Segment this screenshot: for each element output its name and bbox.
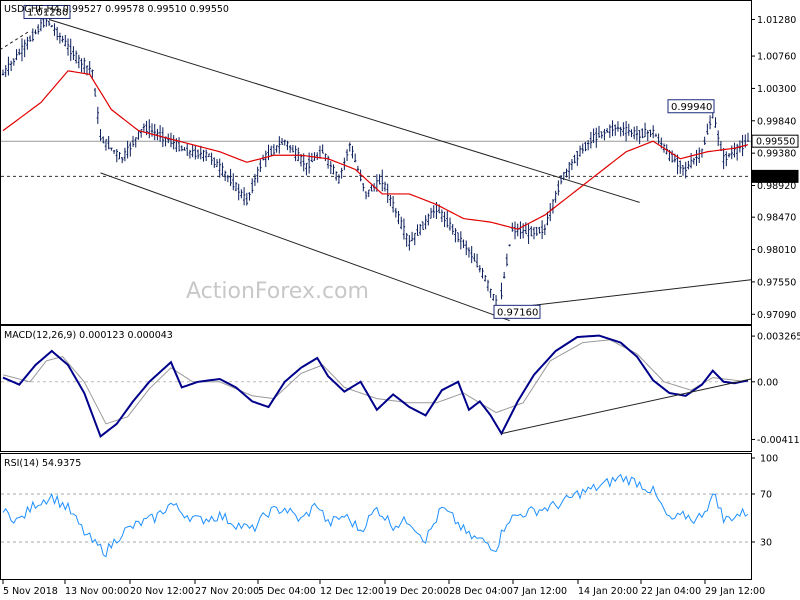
x-tick-label: 20 Nov 12:00 (130, 586, 194, 597)
rsi-y-axis: 100 70 30 (751, 454, 778, 549)
rsi-header: RSI(14) 54.9375 (4, 458, 81, 469)
price-tick-label: 0.99840 (757, 116, 796, 127)
macd-header: MACD(12,26,9) 0.000123 0.000043 (4, 330, 173, 341)
price-tick-label: 0.98920 (757, 181, 796, 192)
rsi-tick-label: 70 (760, 490, 772, 501)
rsi-tick-label: 30 (760, 538, 772, 549)
macd-signal-line (2, 339, 749, 425)
x-tick-label: 12 Dec 12:00 (320, 586, 384, 597)
price-tick-label: 0.99380 (757, 149, 796, 160)
macd-tick-label: 0.00 (757, 377, 778, 388)
channel-lower-line (100, 172, 510, 322)
macd-panel-frame (0, 325, 752, 452)
price-tick-label: 1.00760 (757, 52, 796, 63)
rsi-line (2, 473, 749, 558)
x-tick-label: 7 Jan 12:00 (513, 586, 567, 597)
x-tick-label: 5 Dec 04:00 (258, 586, 316, 597)
x-tick-label: 19 Dec 20:00 (385, 586, 449, 597)
macd-trendline (501, 378, 752, 435)
x-tick-label: 13 Nov 00:00 (65, 586, 129, 597)
price-marker-label: 0.99550 (756, 137, 795, 148)
rsi-lines (1, 473, 751, 558)
x-axis: 5 Nov 2018 13 Nov 00:00 20 Nov 12:00 27 Nov… (2, 580, 765, 597)
macd-main-line (2, 334, 749, 439)
price-marker-box (751, 169, 799, 183)
price-marker-label: 0.99050 (756, 172, 795, 183)
ma-line (2, 70, 749, 230)
price-tick-label: 0.98470 (757, 213, 796, 224)
x-tick-label: 29 Jan 12:00 (705, 586, 765, 597)
annotation-box (23, 4, 71, 19)
macd-tick-label: 0.003265 (757, 332, 800, 343)
annotation-box (493, 304, 541, 319)
x-tick-label: 28 Dec 04:00 (449, 586, 513, 597)
x-tick-label: 5 Nov 2018 (3, 586, 58, 597)
x-tick-label: 14 Jan 20:00 (578, 586, 638, 597)
price-trendlines (0, 19, 752, 322)
rsi-tick-label: 100 (760, 454, 778, 465)
price-candles (1, 15, 750, 315)
rsi-panel-frame (0, 453, 752, 580)
price-tick-label: 0.97090 (757, 310, 796, 321)
price-tick-label: 0.97550 (757, 277, 796, 288)
annotation-box (667, 99, 715, 114)
macd-tick-label: -0.004119 (757, 435, 800, 446)
watermark: ActionForex.com (186, 279, 369, 304)
price-marker-box (751, 134, 799, 148)
annotation-label: 0.97160 (497, 307, 538, 318)
x-tick-label: 27 Nov 20:00 (195, 586, 259, 597)
channel-upper-line (48, 19, 640, 203)
price-moving-average (2, 70, 749, 230)
price-tick-label: 1.00300 (757, 84, 796, 95)
price-header: USDCHF,H4 0.99527 0.99578 0.99510 0.9955… (4, 4, 229, 15)
price-y-axis: 1.01280 1.00760 1.00300 0.99840 0.99380 0.989… (751, 15, 799, 321)
price-panel-frame (0, 0, 752, 325)
x-tick-label: 22 Jan 04:00 (641, 586, 701, 597)
macd-y-axis: 0.003265 0.00 -0.004119 (751, 332, 800, 446)
annotation-label: 1.01280 (27, 7, 68, 18)
price-tick-label: 1.01280 (757, 15, 796, 26)
price-tick-label: 0.98010 (757, 245, 796, 256)
macd-lines (1, 334, 752, 439)
annotation-label: 0.99940 (671, 102, 712, 113)
support-trendline (498, 279, 752, 310)
price-annotations: 1.01280 0.99940 0.97160 (23, 4, 715, 319)
